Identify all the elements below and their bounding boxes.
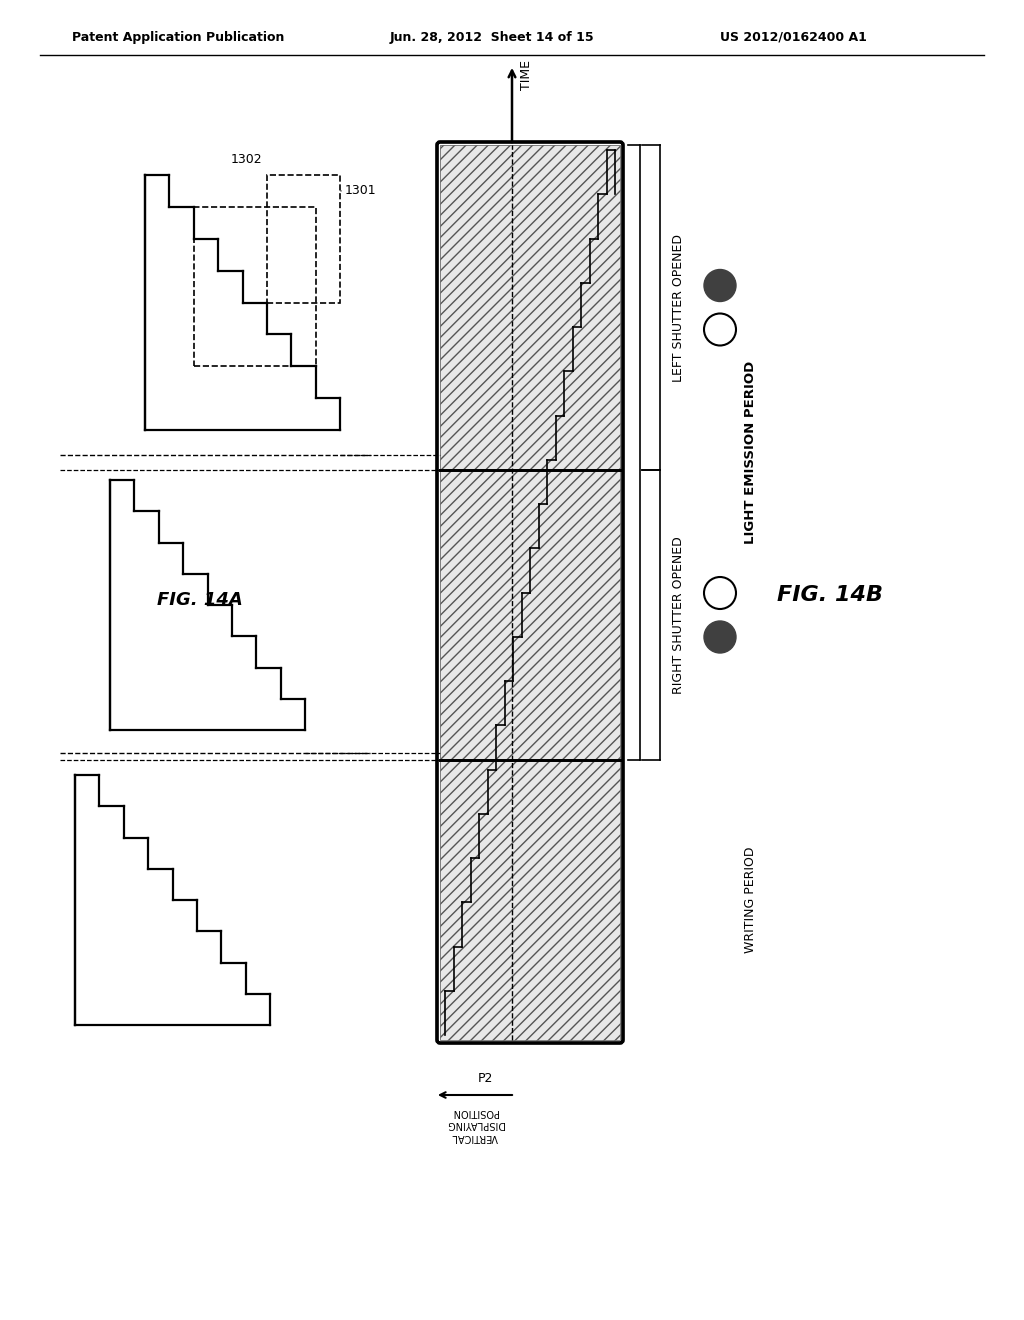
Text: FIG. 14B: FIG. 14B — [777, 585, 883, 605]
Circle shape — [705, 577, 736, 609]
Text: LEFT SHUTTER OPENED: LEFT SHUTTER OPENED — [672, 234, 685, 381]
Text: 1302: 1302 — [230, 153, 262, 165]
Bar — [194, 207, 315, 366]
Text: TIME: TIME — [520, 59, 534, 90]
Circle shape — [705, 620, 736, 653]
Text: 1301: 1301 — [345, 185, 377, 198]
Circle shape — [705, 314, 736, 346]
Bar — [440, 145, 620, 1040]
Text: P2: P2 — [477, 1072, 493, 1085]
Text: US 2012/0162400 A1: US 2012/0162400 A1 — [720, 30, 867, 44]
Bar — [267, 176, 340, 302]
Text: Patent Application Publication: Patent Application Publication — [72, 30, 285, 44]
Text: LIGHT EMISSION PERIOD: LIGHT EMISSION PERIOD — [743, 360, 757, 544]
Text: RIGHT SHUTTER OPENED: RIGHT SHUTTER OPENED — [672, 536, 685, 694]
Circle shape — [705, 269, 736, 301]
Text: WRITING PERIOD: WRITING PERIOD — [743, 846, 757, 953]
Text: Jun. 28, 2012  Sheet 14 of 15: Jun. 28, 2012 Sheet 14 of 15 — [390, 30, 595, 44]
Bar — [440, 145, 620, 1040]
Text: FIG. 14A: FIG. 14A — [157, 591, 243, 609]
Text: VERTICAL
DISPLAYING
POSITION: VERTICAL DISPLAYING POSITION — [446, 1107, 504, 1142]
